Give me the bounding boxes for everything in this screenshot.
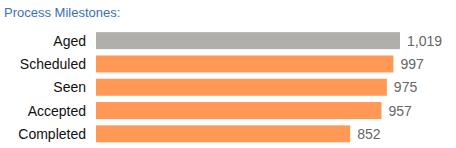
- bar: [96, 125, 350, 142]
- category-label: Accepted: [28, 103, 86, 119]
- chart-container: Process Milestones: Aged 1,019 Scheduled 997…: [0, 0, 456, 148]
- data-label: 975: [394, 79, 418, 95]
- category-label: Completed: [18, 126, 86, 142]
- category-label: Seen: [53, 79, 86, 95]
- category-label: Aged: [53, 33, 86, 49]
- labels: Aged 1,019 Scheduled 997 Seen 975 Accepted 957 C…: [18, 33, 442, 142]
- bars: [96, 32, 400, 142]
- bar: [96, 32, 400, 49]
- data-label: 1,019: [407, 33, 442, 49]
- bar: [96, 55, 393, 72]
- data-label: 957: [389, 103, 413, 119]
- data-label: 997: [400, 56, 424, 72]
- bar: [96, 79, 387, 96]
- category-label: Scheduled: [20, 56, 86, 72]
- chart-svg: Process Milestones: Aged 1,019 Scheduled 997…: [0, 0, 456, 148]
- bar: [96, 102, 382, 119]
- chart-title: Process Milestones:: [4, 5, 120, 20]
- data-label: 852: [357, 126, 381, 142]
